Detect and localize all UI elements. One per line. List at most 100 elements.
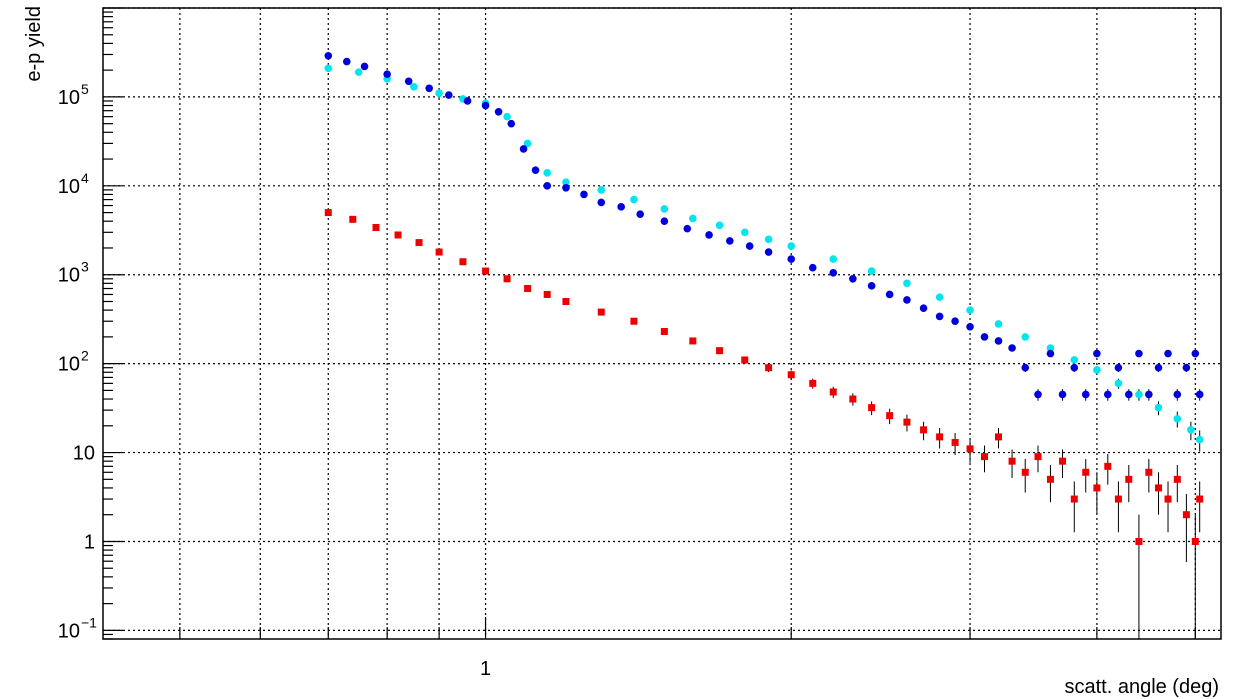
data-point bbox=[1034, 453, 1042, 461]
data-point bbox=[617, 203, 625, 211]
data-point bbox=[951, 317, 959, 326]
data-point bbox=[994, 320, 1003, 328]
data-point bbox=[716, 347, 724, 355]
y-axis-title: e-p yield bbox=[23, 6, 45, 82]
data-point bbox=[951, 438, 959, 446]
data-point bbox=[482, 267, 490, 275]
x-tick-label: 1 bbox=[480, 658, 491, 680]
data-point bbox=[745, 242, 754, 250]
data-point bbox=[1093, 349, 1101, 358]
data-point bbox=[425, 84, 433, 93]
y-tick-label: 10 bbox=[58, 87, 80, 109]
data-point bbox=[1070, 356, 1079, 364]
data-point bbox=[920, 426, 928, 434]
data-point bbox=[360, 62, 369, 71]
data-point bbox=[715, 221, 724, 230]
data-point bbox=[1155, 484, 1163, 492]
data-point bbox=[1103, 390, 1112, 399]
data-point bbox=[1195, 390, 1204, 399]
data-point bbox=[524, 285, 532, 293]
data-point bbox=[660, 217, 669, 226]
data-point bbox=[1154, 403, 1163, 412]
data-point bbox=[966, 306, 974, 314]
data-point bbox=[630, 317, 638, 325]
data-point bbox=[1164, 349, 1172, 358]
data-point bbox=[444, 91, 453, 99]
data-point bbox=[660, 205, 669, 213]
data-point bbox=[383, 70, 391, 79]
data-point bbox=[919, 304, 928, 313]
data-point bbox=[740, 228, 749, 237]
data-point bbox=[849, 395, 857, 403]
data-point bbox=[1154, 363, 1163, 372]
data-point bbox=[1145, 390, 1153, 399]
plot-frame bbox=[102, 7, 1222, 640]
data-point bbox=[1093, 484, 1101, 492]
data-point bbox=[849, 275, 857, 283]
data-point bbox=[705, 231, 713, 239]
data-point bbox=[1173, 414, 1182, 423]
data-point bbox=[660, 327, 668, 335]
y-tick-exponent: 4 bbox=[81, 170, 89, 186]
data-point bbox=[580, 190, 588, 199]
y-tick-label: 1 bbox=[84, 531, 95, 553]
data-point bbox=[410, 82, 418, 91]
data-point bbox=[966, 322, 974, 331]
data-point bbox=[903, 279, 911, 288]
data-point bbox=[903, 296, 911, 304]
data-point bbox=[1046, 344, 1055, 352]
data-point bbox=[683, 224, 692, 233]
data-point bbox=[1058, 390, 1067, 399]
data-point bbox=[689, 214, 697, 223]
data-point bbox=[1125, 475, 1133, 483]
data-point bbox=[543, 290, 551, 298]
data-point bbox=[494, 108, 503, 116]
data-point bbox=[1070, 495, 1078, 503]
data-point bbox=[1135, 349, 1143, 358]
data-point bbox=[829, 388, 837, 396]
series-layer bbox=[324, 51, 1204, 545]
data-point bbox=[885, 290, 894, 299]
data-point bbox=[809, 379, 817, 387]
data-point bbox=[394, 231, 402, 239]
data-point bbox=[689, 337, 697, 345]
data-point bbox=[507, 119, 516, 128]
data-point bbox=[1081, 390, 1090, 399]
data-point bbox=[787, 371, 795, 379]
data-point bbox=[1093, 366, 1101, 374]
data-point bbox=[1135, 537, 1143, 545]
data-point bbox=[787, 242, 796, 250]
y-tick-label: 10 bbox=[58, 620, 80, 642]
data-point bbox=[867, 282, 876, 290]
data-point bbox=[935, 293, 944, 301]
data-point bbox=[523, 139, 532, 148]
data-point bbox=[1008, 457, 1016, 465]
data-point bbox=[435, 248, 443, 256]
data-point bbox=[980, 453, 988, 461]
data-point bbox=[1191, 537, 1199, 545]
data-point bbox=[1021, 333, 1030, 341]
data-point bbox=[404, 77, 413, 86]
data-point bbox=[481, 101, 490, 110]
data-point bbox=[435, 89, 443, 98]
data-point bbox=[354, 68, 363, 76]
data-point bbox=[324, 64, 333, 73]
data-point bbox=[886, 412, 894, 420]
y-tick-exponent: 2 bbox=[81, 348, 89, 364]
y-tick-exponent: −1 bbox=[81, 614, 97, 630]
data-point bbox=[980, 333, 989, 341]
data-point bbox=[1114, 495, 1122, 503]
data-point bbox=[994, 433, 1002, 441]
data-point bbox=[1182, 363, 1191, 372]
data-point bbox=[1104, 462, 1112, 470]
data-point bbox=[1191, 349, 1200, 358]
data-point bbox=[741, 356, 749, 364]
data-point bbox=[1195, 435, 1204, 444]
data-point bbox=[636, 210, 644, 218]
data-point bbox=[1114, 379, 1123, 388]
data-point bbox=[324, 51, 333, 60]
data-point bbox=[936, 433, 944, 441]
data-point bbox=[531, 166, 540, 174]
